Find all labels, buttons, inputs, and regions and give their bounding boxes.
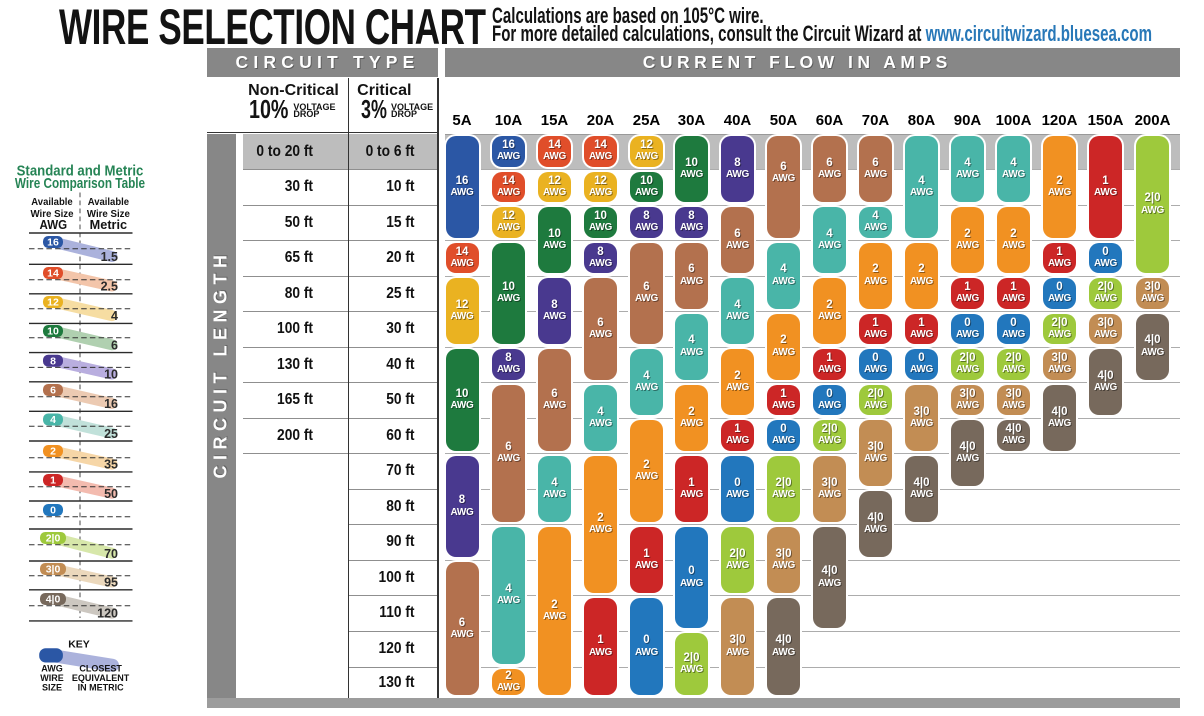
svg-text:1.5: 1.5 (101, 250, 118, 264)
svg-text:4: 4 (111, 309, 118, 323)
svg-text:95: 95 (104, 576, 118, 590)
svg-text:4: 4 (50, 414, 56, 426)
svg-text:4|0: 4|0 (46, 594, 61, 606)
svg-text:Wire Size: Wire Size (31, 208, 74, 220)
svg-text:35: 35 (104, 458, 118, 472)
svg-text:2.5: 2.5 (101, 280, 118, 294)
svg-text:CLOSEST: CLOSEST (79, 664, 122, 674)
svg-text:14: 14 (47, 268, 59, 280)
svg-text:3|0: 3|0 (46, 564, 61, 576)
svg-text:Available: Available (88, 196, 130, 208)
svg-text:SIZE: SIZE (42, 683, 62, 693)
svg-text:70: 70 (104, 547, 118, 561)
svg-text:1: 1 (50, 475, 56, 487)
svg-text:16: 16 (47, 237, 59, 249)
svg-text:IN METRIC: IN METRIC (78, 683, 124, 693)
svg-text:12: 12 (47, 297, 59, 309)
svg-text:8: 8 (50, 355, 56, 367)
svg-text:Wire Comparison Table: Wire Comparison Table (15, 175, 145, 192)
svg-text:AWG: AWG (41, 664, 63, 674)
svg-text:10: 10 (47, 326, 59, 338)
svg-text:2|0: 2|0 (46, 533, 61, 545)
svg-text:6: 6 (111, 338, 118, 352)
svg-text:16: 16 (104, 397, 118, 411)
svg-text:KEY: KEY (68, 639, 90, 651)
svg-text:AWG: AWG (40, 218, 68, 232)
svg-text:Wire Size: Wire Size (87, 208, 130, 220)
svg-text:10: 10 (104, 368, 118, 382)
svg-text:2: 2 (50, 446, 56, 458)
svg-text:Standard and Metric: Standard and Metric (17, 163, 144, 180)
svg-text:EQUIVALENT: EQUIVALENT (72, 673, 130, 683)
svg-text:Metric: Metric (90, 218, 127, 232)
svg-text:120: 120 (97, 607, 118, 621)
svg-text:50: 50 (104, 487, 118, 501)
svg-text:0: 0 (50, 505, 56, 517)
svg-text:Available: Available (31, 196, 73, 208)
svg-text:25: 25 (104, 427, 118, 441)
svg-text:WIRE: WIRE (40, 673, 64, 683)
svg-text:6: 6 (50, 385, 56, 397)
